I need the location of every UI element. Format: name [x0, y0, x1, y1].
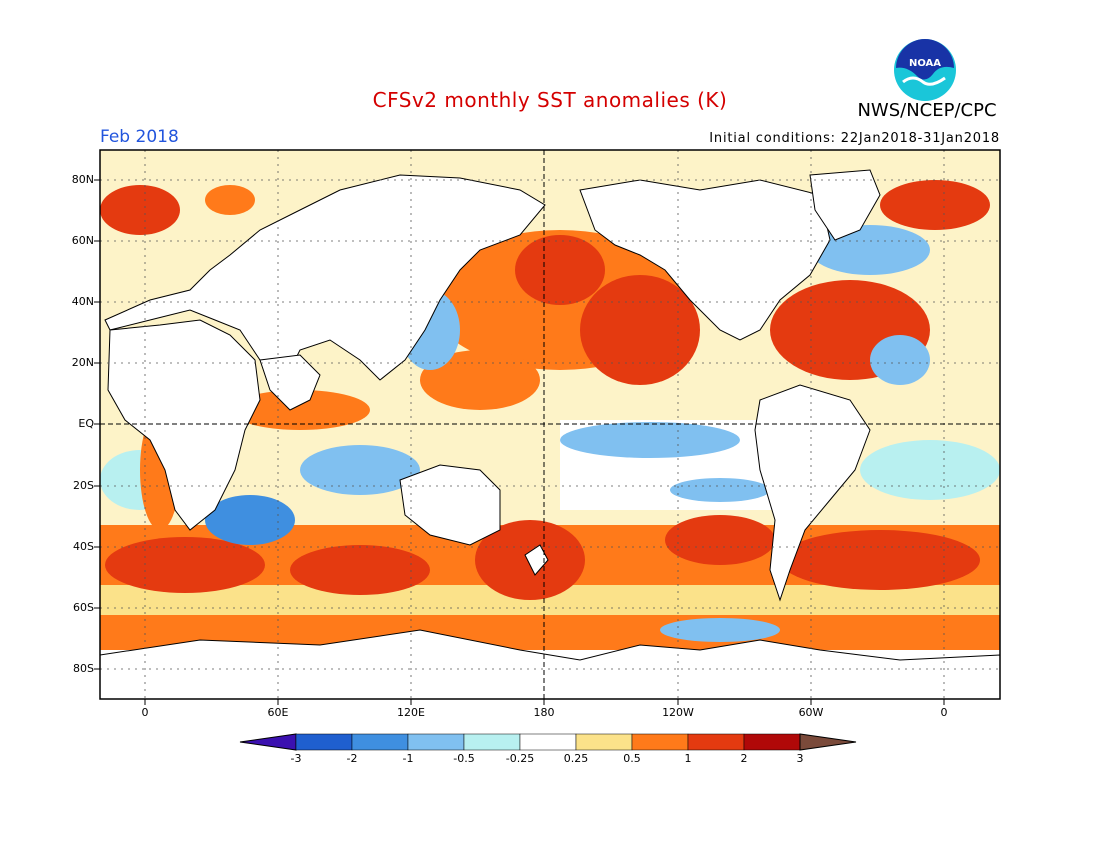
colorbar-swatch	[519, 733, 577, 751]
lat-label-20n: 20N	[71, 356, 94, 369]
lat-label-20s: 20S	[73, 479, 94, 492]
anomaly-region	[300, 445, 420, 495]
lat-label-80s: 80S	[73, 662, 94, 675]
anomaly-region	[105, 537, 265, 593]
colorbar-swatch	[631, 733, 689, 751]
colorbar-label: -3	[290, 752, 302, 765]
anomaly-region	[880, 180, 990, 230]
lon-label-0-east: 0	[940, 706, 948, 719]
forecast-period: Feb 2018	[100, 127, 179, 147]
anomaly-region	[205, 185, 255, 215]
colorbar-swatch	[351, 733, 409, 751]
lat-label-80n: 80N	[71, 173, 94, 186]
lat-label-eq: EQ	[78, 417, 94, 430]
colorbar-arrow-high	[799, 733, 857, 751]
anomaly-region	[560, 422, 740, 458]
colorbar-swatch	[407, 733, 465, 751]
anomaly-region	[230, 390, 370, 430]
colorbar-label: -2	[346, 752, 358, 765]
anomaly-region	[100, 185, 180, 235]
anomaly-region	[860, 440, 1000, 500]
lon-label-60e: 60E	[267, 706, 289, 719]
noaa-logo: NOAA	[894, 39, 956, 101]
colorbar-swatch	[295, 733, 353, 751]
colorbar-arrow-low	[239, 733, 297, 751]
colorbar-label: 0.5	[623, 752, 641, 765]
lat-label-60s: 60S	[73, 601, 94, 614]
lon-label-0: 0	[141, 706, 149, 719]
anomaly-region	[290, 545, 430, 595]
colorbar-label: 1	[684, 752, 692, 765]
anomaly-region	[205, 495, 295, 545]
anomaly-region	[670, 478, 770, 502]
initial-conditions: Initial conditions: 22Jan2018-31Jan2018	[709, 131, 1000, 146]
colorbar-label: -1	[402, 752, 414, 765]
colorbar-swatch	[687, 733, 745, 751]
lat-label-40s: 40S	[73, 540, 94, 553]
anomaly-region	[780, 530, 980, 590]
lon-label-120e: 120E	[397, 706, 425, 719]
continents	[100, 169, 1000, 699]
colorbar-label: 2	[740, 752, 748, 765]
anomaly-region	[420, 350, 540, 410]
anomaly-region	[665, 515, 775, 565]
colorbar-label: -0.25	[505, 752, 535, 765]
map-title: CFSv2 monthly SST anomalies (K)	[372, 88, 728, 112]
lat-label-60n: 60N	[71, 234, 94, 247]
lon-label-60w: 60W	[798, 706, 824, 719]
anomaly-region	[660, 618, 780, 642]
anomaly-region	[580, 275, 700, 385]
colorbar-swatch	[575, 733, 633, 751]
agency-label: NWS/NCEP/CPC	[857, 100, 997, 121]
anomaly-region	[515, 235, 605, 305]
tick-marks	[94, 179, 945, 705]
colorbar	[239, 733, 857, 751]
logo-text: NOAA	[909, 58, 941, 69]
lon-label-120w: 120W	[662, 706, 694, 719]
anomaly-region	[870, 335, 930, 385]
lon-label-180: 180	[533, 706, 555, 719]
equator-dateline	[100, 150, 1000, 699]
colorbar-swatch	[463, 733, 521, 751]
lat-label-40n: 40N	[71, 295, 94, 308]
colorbar-label: 0.25	[563, 752, 589, 765]
colorbar-swatch	[743, 733, 801, 751]
colorbar-label: -0.5	[453, 752, 475, 765]
colorbar-label: 3	[796, 752, 804, 765]
